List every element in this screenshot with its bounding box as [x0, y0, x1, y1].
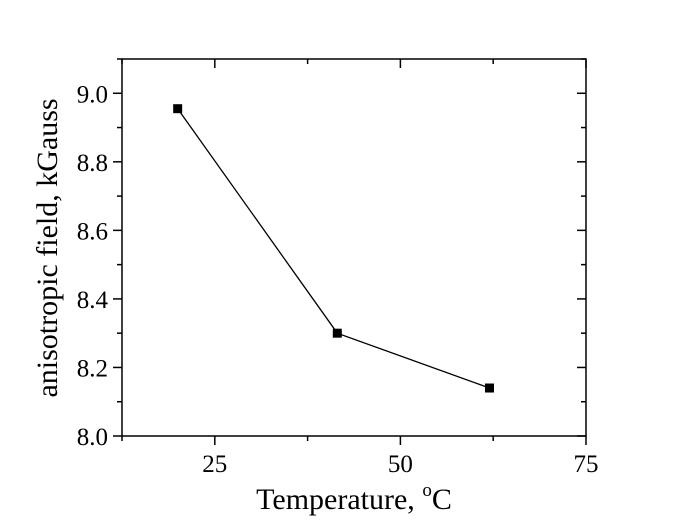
y-tick-label: 8.4	[77, 287, 109, 314]
data-point-marker	[484, 383, 494, 393]
x-axis-label-text: Temperature,	[256, 483, 422, 516]
x-tick-label: 25	[202, 451, 227, 478]
axis-ticks: 25 50 75 8.0 8.2 8.4 8.6 8.8 9.0	[77, 58, 599, 478]
x-tick-label: 75	[574, 451, 599, 478]
y-tick-label: 8.2	[77, 355, 108, 382]
y-tick-label: 8.0	[77, 424, 108, 451]
y-tick-label: 9.0	[77, 81, 108, 108]
data-point-marker	[332, 328, 342, 338]
series-line	[177, 108, 490, 389]
x-axis-label-degree: o	[422, 480, 432, 501]
x-axis-label: Temperature, oC	[256, 480, 452, 516]
y-tick-label: 8.6	[77, 218, 108, 245]
x-axis-label-unit: C	[432, 483, 452, 516]
x-tick-label: 50	[388, 451, 413, 478]
y-axis-label: anisotropic field, kGauss	[31, 98, 64, 397]
series-layer	[173, 104, 494, 393]
data-point-marker	[173, 104, 183, 114]
plot-area-frame	[121, 58, 587, 437]
y-tick-label: 8.8	[77, 150, 108, 177]
